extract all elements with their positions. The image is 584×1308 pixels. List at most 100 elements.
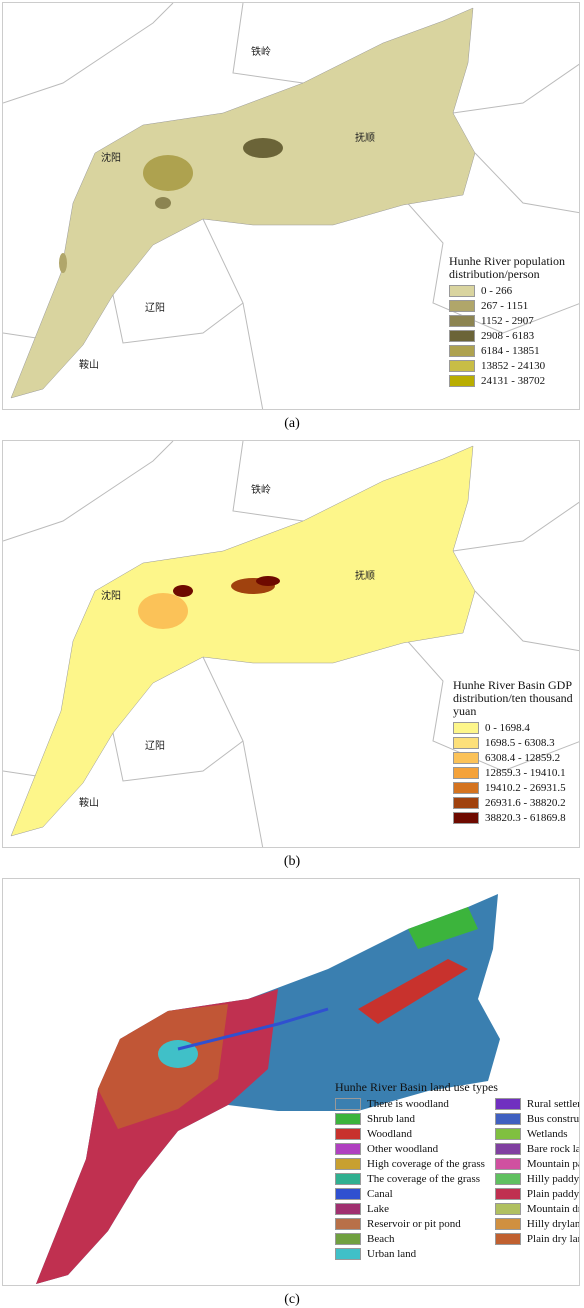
legend-label: 6308.4 - 12859.2	[485, 752, 561, 764]
legend-label: 12859.3 - 19410.1	[485, 767, 566, 779]
legend-label: 1152 - 2907	[481, 315, 534, 327]
density-area	[59, 253, 67, 273]
boundary	[474, 590, 579, 652]
legend-swatch	[335, 1158, 361, 1170]
legend-item: Beach	[335, 1233, 485, 1245]
city-label: 鞍山	[79, 360, 99, 371]
legend-swatch	[449, 315, 475, 327]
legend-swatch	[335, 1128, 361, 1140]
legend-label: 2908 - 6183	[481, 330, 535, 342]
map	[3, 441, 579, 847]
legend-swatch	[335, 1218, 361, 1230]
legend-item: Lake	[335, 1203, 485, 1215]
city-label: 辽阳	[145, 741, 165, 752]
legend-swatch	[494, 1098, 521, 1110]
boundary	[474, 152, 579, 214]
legend-swatch	[494, 1233, 521, 1245]
legend-title: Hunhe River population distribution/pers…	[449, 254, 565, 281]
boundary	[232, 441, 304, 522]
legend-item: 6184 - 13851	[449, 345, 579, 357]
legend-swatch	[494, 1173, 521, 1185]
legend-item: 24131 - 38702	[449, 375, 579, 387]
legend-item: 38820.3 - 61869.8	[453, 812, 578, 824]
boundary	[452, 63, 579, 114]
map-panel: 铁岭 沈阳 抚顺 辽阳 鞍山 Hunhe River Basin GDP distribu…	[2, 440, 580, 848]
legend-label: Beach	[367, 1233, 395, 1245]
woodland-strip	[358, 959, 468, 1024]
density-area	[155, 197, 171, 209]
density-area	[138, 593, 188, 629]
legend-item: 26931.6 - 38820.2	[453, 797, 578, 809]
legend-label: 38820.3 - 61869.8	[485, 812, 566, 824]
legend-swatch	[453, 767, 479, 779]
legend-label: 6184 - 13851	[481, 345, 540, 357]
legend-items: 0 - 266 267 - 1151 1152 - 2907 2908 - 6183 6…	[449, 285, 579, 387]
legend-item: 12859.3 - 19410.1	[453, 767, 578, 779]
legend-label: Wetlands	[526, 1128, 568, 1140]
legend-items: There is woodland Shrub land Woodland Other…	[335, 1098, 580, 1260]
legend-item: 267 - 1151	[449, 300, 579, 312]
legend: Hunhe River population distribution/pers…	[449, 255, 579, 387]
legend-label: Hilly drylands	[526, 1218, 580, 1230]
legend-swatch	[335, 1113, 361, 1125]
legend-item: Bare rock land	[494, 1143, 580, 1155]
legend-label: Lake	[367, 1203, 389, 1215]
legend-item: 13852 - 24130	[449, 360, 579, 372]
legend-swatch	[335, 1143, 361, 1155]
legend-swatch	[449, 345, 475, 357]
legend-item: Woodland	[335, 1128, 485, 1140]
legend-label: 26931.6 - 38820.2	[485, 797, 566, 809]
legend: Hunhe River Basin GDP distribution/ten t…	[453, 679, 578, 824]
legend-item: 1698.5 - 6308.3	[453, 737, 578, 749]
legend-label: Bare rock land	[526, 1143, 580, 1155]
legend-item: 6308.4 - 12859.2	[453, 752, 578, 764]
legend-item: 0 - 266	[449, 285, 579, 297]
legend-item: Plain dry land	[494, 1233, 579, 1245]
legend-swatch	[335, 1203, 361, 1215]
legend-swatch	[453, 737, 479, 749]
legend-item: 2908 - 6183	[449, 330, 579, 342]
legend-swatch	[335, 1173, 361, 1185]
legend-swatch	[335, 1098, 361, 1110]
legend-item: There is woodland	[335, 1098, 485, 1110]
legend-item: Wetlands	[494, 1128, 579, 1140]
legend-label: Mountain dry land	[526, 1203, 579, 1215]
legend-item: 19410.2 - 26931.5	[453, 782, 578, 794]
shrub	[408, 907, 478, 949]
legend-swatch	[494, 1113, 521, 1125]
density-area	[256, 576, 280, 586]
legend-swatch	[494, 1203, 521, 1215]
legend-label: Reservoir or pit pond	[367, 1218, 461, 1230]
legend-swatch	[335, 1248, 361, 1260]
basin	[10, 7, 476, 399]
legend-label: There is woodland	[367, 1098, 449, 1110]
caption: (a)	[284, 416, 300, 431]
city-label: 抚顺	[355, 571, 375, 582]
legend-swatch	[335, 1188, 361, 1200]
boundary	[232, 3, 304, 84]
legend-label: Woodland	[367, 1128, 412, 1140]
boundary	[3, 441, 174, 542]
legend-item: Hilly drylands	[494, 1218, 580, 1230]
city-label: 辽阳	[145, 303, 165, 314]
density-area	[243, 138, 283, 158]
legend-item: Mountain paddy fields	[494, 1158, 579, 1170]
legend-item: High coverage of the grass	[335, 1158, 485, 1170]
legend-swatch	[449, 360, 475, 372]
legend-title: Hunhe River Basin GDP distribution/ten t…	[453, 678, 573, 718]
legend-label: Plain paddy fields	[526, 1188, 580, 1200]
landuse	[36, 894, 500, 1284]
boundary	[202, 656, 264, 847]
legend-swatch	[449, 300, 475, 312]
legend-swatch	[449, 330, 475, 342]
legend-swatch	[494, 1143, 521, 1155]
legend-item: Other woodland	[335, 1143, 485, 1155]
legend-item: The coverage of the grass	[335, 1173, 485, 1185]
legend-label: Plain dry land	[526, 1233, 579, 1245]
legend-swatch	[453, 782, 479, 794]
caption: (b)	[283, 854, 301, 869]
legend-label: Other woodland	[367, 1143, 439, 1155]
dryland	[98, 1004, 228, 1129]
legend-label: 19410.2 - 26931.5	[485, 782, 566, 794]
legend-swatch	[449, 285, 475, 297]
